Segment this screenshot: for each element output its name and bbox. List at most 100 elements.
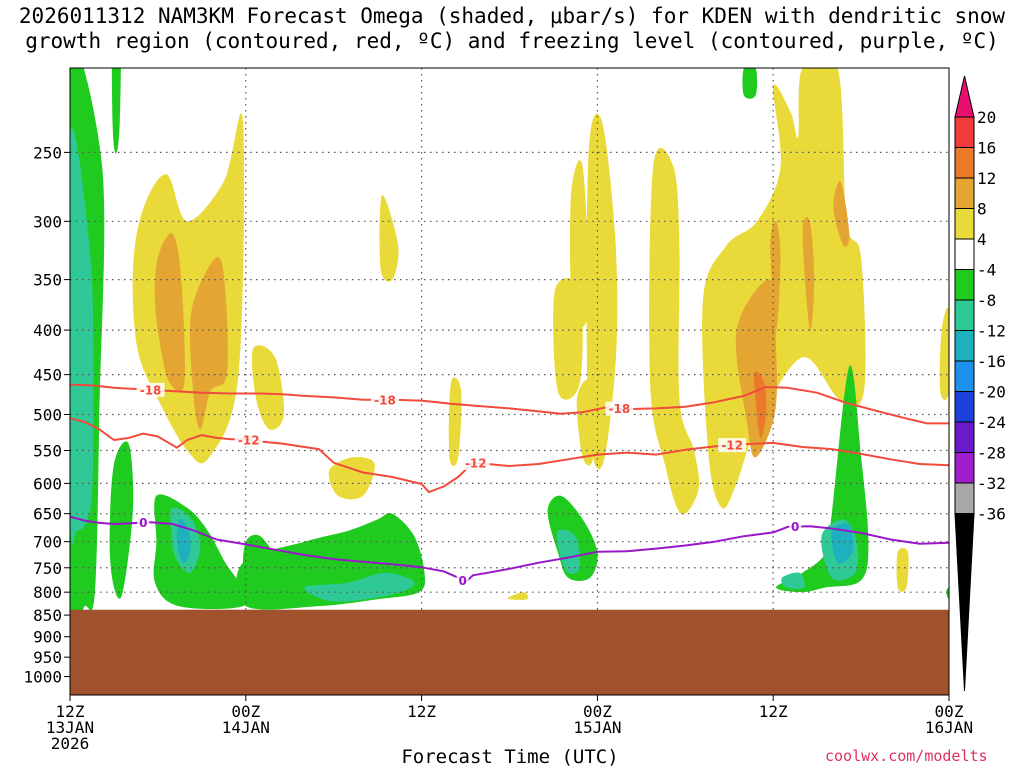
x-axis-label: Forecast Time (UTC) xyxy=(401,746,619,768)
omega-region-c4-2 xyxy=(132,112,245,464)
x-tick-label-0-2: 2026 xyxy=(51,734,90,753)
colorbar-box-9 xyxy=(954,360,975,392)
colorbar-label-13: -36 xyxy=(977,505,1006,524)
omega-region-m8-1 xyxy=(70,128,94,545)
y-tick-label-700: 700 xyxy=(33,533,62,552)
contour-label-0-1: 0 xyxy=(458,574,466,588)
contour-label-0-0: 0 xyxy=(139,516,147,530)
contour-line-0 xyxy=(70,515,949,584)
omega-region-c4-17 xyxy=(649,147,700,515)
contour-label--18-2: -18 xyxy=(609,402,631,416)
y-tick-label-500: 500 xyxy=(33,405,62,424)
x-tick-label-36-0: 00Z xyxy=(583,702,612,721)
colorbar-label-6: -8 xyxy=(977,291,996,310)
contour-label-bg--18-2 xyxy=(605,401,634,416)
y-tick-label-600: 600 xyxy=(33,474,62,493)
x-tick-label-12-0: 00Z xyxy=(231,702,260,721)
colorbar-box-10 xyxy=(954,391,975,423)
gridlines xyxy=(70,68,949,610)
y-tick-label-400: 400 xyxy=(33,321,62,340)
x-tick-label-60-0: 00Z xyxy=(935,702,964,721)
colorbar-box-1 xyxy=(954,116,975,148)
source-credit: coolwx.com/modelts xyxy=(825,747,988,765)
contour-line--12 xyxy=(70,417,949,494)
omega-region-m4-32 xyxy=(109,441,134,599)
contour-label-bg-0-0 xyxy=(137,515,150,530)
colorbar-top-arrow xyxy=(954,75,975,118)
colorbar-label-11: -28 xyxy=(977,444,1006,463)
omega-region-m4-33 xyxy=(111,68,121,154)
y-tick-label-750: 750 xyxy=(33,559,62,578)
colorbar-label-10: -24 xyxy=(977,413,1006,432)
omega-shading-layer xyxy=(70,68,949,647)
omega-region-m12-7 xyxy=(176,519,191,563)
contour-label-bg--12-2 xyxy=(718,438,747,453)
x-tick-label-0-0: 12Z xyxy=(56,702,85,721)
y-tick-label-650: 650 xyxy=(33,505,62,524)
chart-title: 2026011312 NAM3KM Forecast Omega (shaded… xyxy=(18,4,1006,53)
y-tick-label-450: 450 xyxy=(33,366,62,385)
colorbar-label-9: -20 xyxy=(977,383,1006,402)
below-ground-layer xyxy=(70,609,949,695)
omega-region-c4-30 xyxy=(896,547,909,592)
contour-label-bg-0-1 xyxy=(456,573,469,588)
omega-region-m8-29 xyxy=(781,572,805,589)
colorbar-box-11 xyxy=(954,421,975,453)
omega-region-c4-38 xyxy=(576,379,594,466)
colorbar-label-5: -4 xyxy=(977,261,996,280)
colorbar-box-7 xyxy=(954,299,975,331)
colorbar-bottom-arrow xyxy=(954,513,975,692)
colorbar-box-2 xyxy=(954,147,975,179)
colorbar-box-4 xyxy=(954,208,975,240)
omega-region-c8-3 xyxy=(154,233,185,393)
colorbar-box-3 xyxy=(954,177,975,209)
contour-label--12-0: -12 xyxy=(238,433,260,447)
x-tick-label-36-1: 15JAN xyxy=(573,718,621,737)
y-tick-label-1000: 1000 xyxy=(23,668,62,687)
omega-region-c8-21 xyxy=(802,217,815,332)
contour-label-bg-0-2 xyxy=(789,519,802,534)
y-axis: 250 300 350 400 450 500 550 600 650 700 750 800 850 9… xyxy=(23,143,70,687)
contour-line--18 xyxy=(70,383,949,425)
colorbar-label-3: 8 xyxy=(977,200,987,219)
contour-label--18-0: -18 xyxy=(140,383,162,397)
colorbar-box-12 xyxy=(954,452,975,484)
omega-region-m4-34 xyxy=(742,68,758,99)
contour-label-0-2: 0 xyxy=(791,520,799,534)
omega-region-m4-36 xyxy=(946,587,949,600)
x-tick-label-60-1: 16JAN xyxy=(925,718,973,737)
colorbar-box-8 xyxy=(954,330,975,362)
x-tick-label-24-0: 12Z xyxy=(407,702,436,721)
x-tick-label-12-1: 14JAN xyxy=(222,718,270,737)
y-tick-label-900: 900 xyxy=(33,628,62,647)
omega-region-c4-12 xyxy=(379,194,399,282)
omega-region-c4-15 xyxy=(569,160,589,327)
omega-region-m12-28 xyxy=(831,523,854,564)
colorbar-label-8: -16 xyxy=(977,352,1006,371)
y-tick-label-550: 550 xyxy=(33,442,62,461)
colorbar-label-2: 12 xyxy=(977,169,996,188)
colorbar: 20 16 12 8 4 -4 -8 -12 -16 -20 -24 -28 -32 -36 xyxy=(954,75,1006,692)
omega-region-c8-4 xyxy=(189,256,228,430)
plot-frame xyxy=(69,67,950,696)
colorbar-label-1: 16 xyxy=(977,139,996,158)
omega-region-c4-37 xyxy=(507,592,529,600)
y-tick-label-950: 950 xyxy=(33,648,62,667)
colorbar-box-13 xyxy=(954,482,975,514)
x-tick-label-48-0: 12Z xyxy=(759,702,788,721)
omega-region-c4-16 xyxy=(586,113,618,470)
omega-region-c4-10 xyxy=(251,345,285,430)
omega-region-m8-9 xyxy=(304,572,415,602)
contour-label-bg--18-1 xyxy=(370,392,399,407)
y-tick-label-850: 850 xyxy=(33,606,62,625)
colorbar-box-5 xyxy=(954,238,975,270)
y-tick-label-350: 350 xyxy=(33,271,62,290)
contour-label--12-2: -12 xyxy=(721,439,743,453)
y-tick-label-250: 250 xyxy=(33,143,62,162)
contour-label-bg--18-0 xyxy=(136,382,165,397)
x-tick-label-0-1: 13JAN xyxy=(46,718,94,737)
colorbar-label-12: -32 xyxy=(977,474,1006,493)
omega-region-c4-31 xyxy=(939,307,949,400)
